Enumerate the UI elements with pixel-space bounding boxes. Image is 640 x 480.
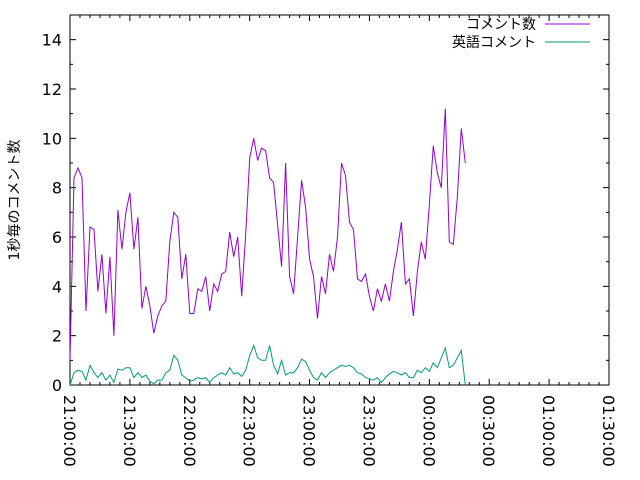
- x-tick-label: 21:30:00: [120, 395, 139, 467]
- y-tick-label: 10: [42, 129, 62, 148]
- y-tick-label: 2: [52, 327, 62, 346]
- plot-area: [69, 108, 466, 386]
- x-tick-label: 01:00:00: [539, 395, 558, 467]
- axes: 0 2 4 6 8 10 12 14 21:00:00 21:30:00 22:00:00 22:30…: [42, 14, 618, 467]
- x-tick-label: 21:00:00: [60, 395, 79, 467]
- x-tick-label: 00:30:00: [479, 395, 498, 467]
- x-tick-label: 22:00:00: [180, 395, 199, 467]
- legend-label: コメント数: [466, 17, 536, 33]
- series-line-2: [69, 344, 466, 386]
- y-tick-label: 8: [52, 179, 62, 198]
- x-tick-label: 00:00:00: [419, 395, 438, 467]
- legend-label: 英語コメント: [452, 34, 536, 51]
- series-line-1: [69, 108, 466, 361]
- y-tick-label: 4: [52, 277, 62, 296]
- x-tick-label: 23:30:00: [359, 395, 378, 467]
- x-tick-label: 01:30:00: [599, 395, 618, 467]
- y-tick-label: 12: [42, 80, 62, 99]
- y-axis-label: 1秒毎のコメント数: [7, 140, 23, 261]
- y-tick-label: 0: [52, 376, 62, 395]
- x-tick-label: 23:00:00: [300, 395, 319, 467]
- x-tick-label: 22:30:00: [240, 395, 259, 467]
- y-tick-label: 14: [42, 31, 62, 50]
- y-tick-label: 6: [52, 228, 62, 247]
